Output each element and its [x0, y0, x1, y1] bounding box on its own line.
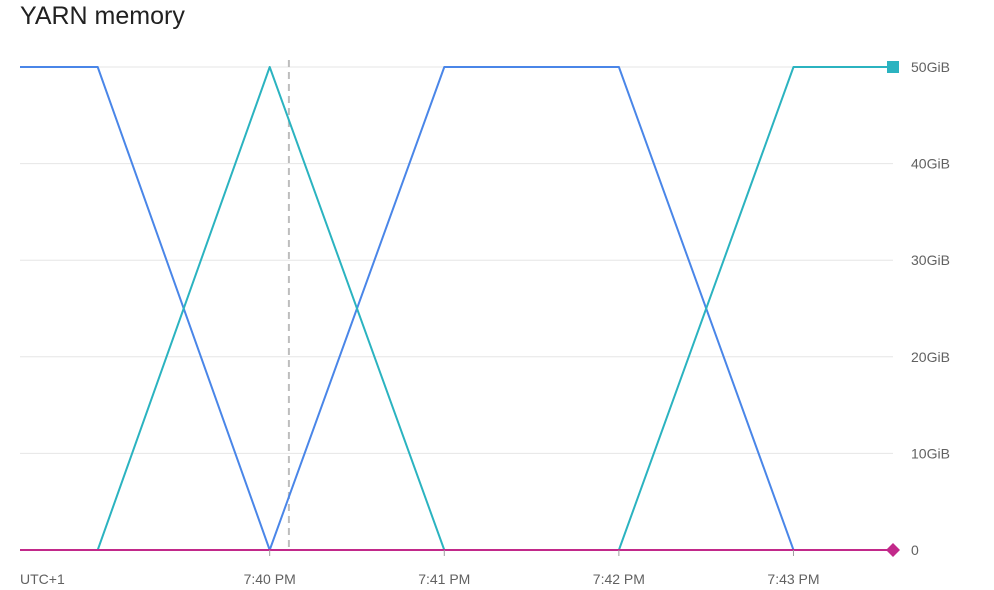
x-tick-label: 7:43 PM [767, 571, 819, 587]
x-axis: UTC+1 7:40 PM 7:41 PM 7:42 PM 7:43 PM [20, 550, 820, 587]
series-markers [886, 61, 900, 557]
y-tick-label: 20GiB [911, 349, 950, 365]
y-tick-label: 0 [911, 542, 919, 558]
timezone-label: UTC+1 [20, 571, 65, 587]
y-tick-label: 30GiB [911, 252, 950, 268]
series-end-marker-square [887, 61, 899, 73]
series-line-2 [96, 66, 893, 551]
series-lines [20, 66, 893, 551]
y-tick-label: 50GiB [911, 59, 950, 75]
grid-lines [20, 66, 893, 454]
y-axis: 0 10GiB 20GiB 30GiB 40GiB 50GiB [911, 59, 950, 558]
chart-title: YARN memory [20, 2, 185, 30]
series-end-marker-diamond [886, 543, 900, 557]
x-tick-label: 7:41 PM [418, 571, 470, 587]
y-tick-label: 10GiB [911, 445, 950, 461]
x-tick-label: 7:40 PM [244, 571, 296, 587]
x-tick-label: 7:42 PM [593, 571, 645, 587]
y-tick-label: 40GiB [911, 156, 950, 172]
series-line-1 [20, 66, 795, 551]
